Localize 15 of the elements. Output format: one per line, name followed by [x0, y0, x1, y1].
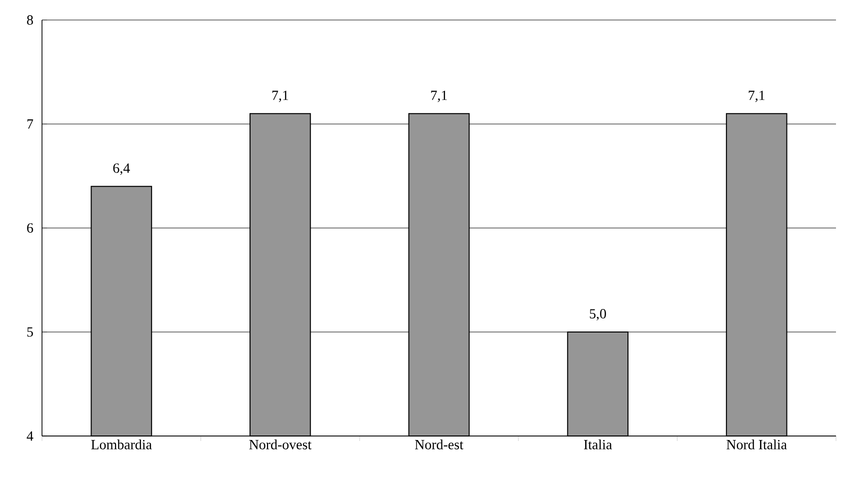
- data-label: 5,0: [590, 309, 606, 320]
- y-tick-label: 6: [27, 223, 34, 233]
- data-label: 7,1: [272, 90, 288, 102]
- x-tick-label: Lombardia: [91, 440, 152, 450]
- y-tick-label: 5: [27, 327, 33, 337]
- data-label: 7,1: [431, 90, 447, 102]
- y-tick-label: 4: [26, 431, 34, 441]
- x-tick-label: Nord Italia: [726, 440, 787, 450]
- data-label: 7,1: [748, 90, 764, 102]
- x-tick-label: Italia: [584, 440, 612, 450]
- x-tick-label: Nord-ovest: [249, 440, 312, 450]
- y-tick-label: 8: [27, 15, 33, 25]
- data-label: 6,4: [113, 164, 130, 175]
- x-tick-label: Nord-est: [415, 440, 464, 450]
- y-tick-label: 7: [27, 119, 34, 129]
